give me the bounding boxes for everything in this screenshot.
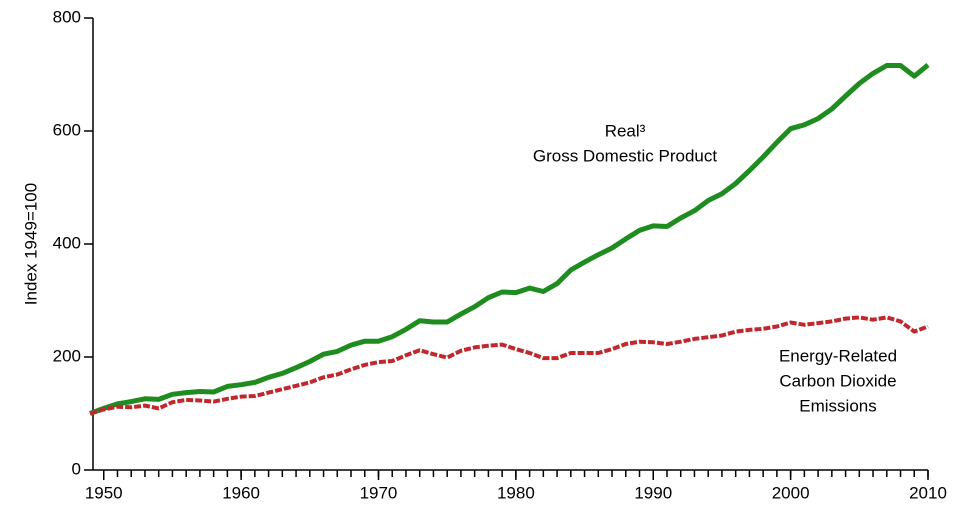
series-line [89, 62, 930, 416]
x-tick-label: 2000 [772, 483, 810, 502]
x-tick-label: 1950 [85, 483, 123, 502]
annotation: Carbon Dioxide [779, 371, 896, 390]
x-tick-label: 1990 [634, 483, 672, 502]
series-line [89, 315, 929, 416]
y-tick-label: 400 [53, 233, 81, 252]
x-tick-label: 1980 [497, 483, 535, 502]
x-tick-label: 1960 [222, 483, 260, 502]
y-axis-label: Index 1949=100 [21, 183, 40, 305]
y-tick-label: 0 [72, 459, 81, 478]
annotation: Energy-Related [779, 346, 897, 365]
x-tick-label: 1970 [360, 483, 398, 502]
annotation: Emissions [799, 396, 876, 415]
annotation: Gross Domestic Product [533, 146, 717, 165]
y-tick-label: 600 [53, 120, 81, 139]
annotation: Real³ [605, 121, 646, 140]
x-tick-label: 2010 [909, 483, 947, 502]
y-tick-label: 200 [53, 346, 81, 365]
y-tick-label: 800 [53, 7, 81, 26]
